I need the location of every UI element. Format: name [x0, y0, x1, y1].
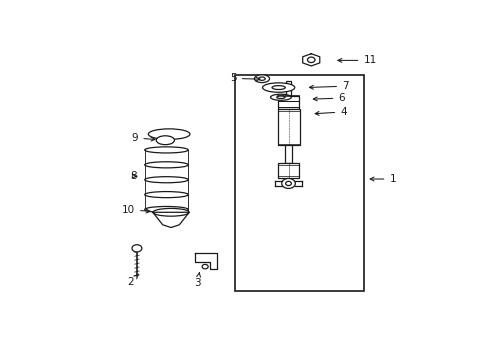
- Text: 7: 7: [309, 81, 348, 91]
- Text: 8: 8: [130, 171, 137, 181]
- Ellipse shape: [271, 86, 285, 90]
- Ellipse shape: [156, 136, 174, 145]
- Text: 5: 5: [230, 73, 260, 84]
- Polygon shape: [278, 96, 298, 109]
- Ellipse shape: [262, 83, 294, 92]
- Ellipse shape: [254, 75, 269, 82]
- Polygon shape: [278, 163, 298, 179]
- Polygon shape: [195, 253, 216, 269]
- Ellipse shape: [144, 177, 188, 183]
- Circle shape: [202, 264, 208, 269]
- Ellipse shape: [148, 129, 189, 139]
- Text: 10: 10: [122, 204, 150, 215]
- Text: 6: 6: [313, 93, 344, 103]
- Polygon shape: [285, 81, 290, 96]
- Ellipse shape: [270, 94, 291, 100]
- Ellipse shape: [276, 96, 285, 99]
- Text: 3: 3: [194, 273, 201, 288]
- Ellipse shape: [144, 207, 188, 212]
- Circle shape: [132, 245, 142, 252]
- Text: 2: 2: [127, 274, 138, 287]
- Ellipse shape: [144, 192, 188, 198]
- Circle shape: [281, 179, 295, 188]
- Circle shape: [285, 181, 291, 185]
- Polygon shape: [302, 54, 319, 66]
- Ellipse shape: [153, 208, 189, 216]
- Polygon shape: [277, 109, 299, 145]
- Text: 4: 4: [315, 107, 346, 117]
- Text: 9: 9: [131, 133, 155, 143]
- Polygon shape: [153, 212, 189, 228]
- Text: 11: 11: [337, 55, 376, 66]
- Polygon shape: [285, 145, 291, 163]
- Circle shape: [307, 57, 314, 63]
- Ellipse shape: [144, 147, 188, 153]
- Ellipse shape: [258, 77, 264, 80]
- Bar: [235, 75, 364, 291]
- Ellipse shape: [144, 162, 188, 168]
- Text: 1: 1: [369, 174, 395, 184]
